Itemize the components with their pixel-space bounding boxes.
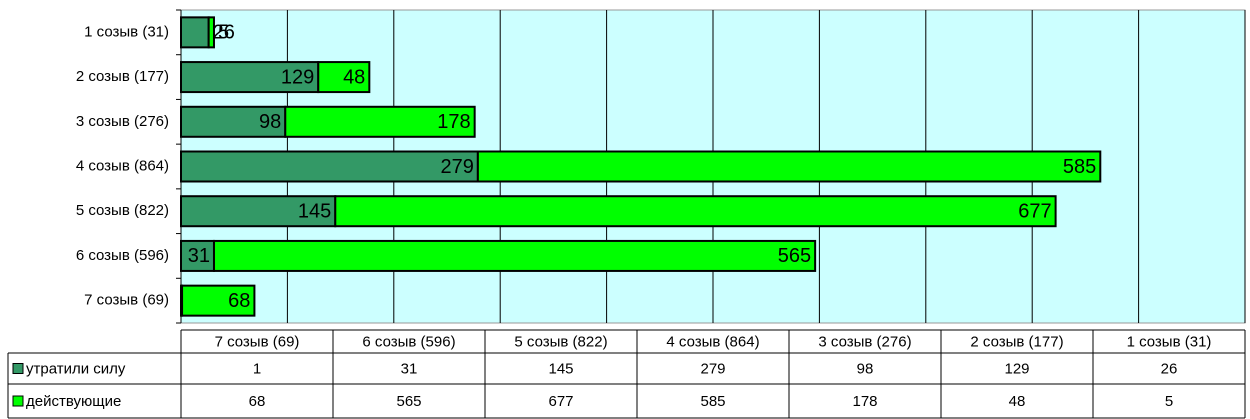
bar-segment	[284, 105, 476, 138]
bar-segment	[207, 16, 215, 49]
category-label: 5 созыв (822)	[76, 202, 169, 219]
bar-segment	[180, 195, 337, 228]
table-cell: 585	[700, 393, 725, 410]
bar-segment	[180, 61, 320, 94]
category-label: 2 созыв (177)	[76, 68, 169, 85]
table-header: 6 созыв (596)	[362, 333, 455, 350]
data-label: 585	[1063, 156, 1096, 178]
table-header: 2 созыв (177)	[970, 333, 1063, 350]
table-cell: 129	[1004, 360, 1029, 377]
table-header: 7 созыв (69)	[215, 333, 300, 350]
data-label: 145	[298, 200, 331, 222]
table-cell: 145	[548, 360, 573, 377]
data-label: 98	[259, 111, 281, 133]
data-label: 68	[228, 290, 250, 312]
bar-segment	[212, 239, 817, 272]
table-cell: 68	[249, 393, 266, 410]
data-label: 279	[440, 156, 473, 178]
category-label: 6 созыв (596)	[76, 247, 169, 264]
category-label: 3 созыв (276)	[76, 113, 169, 130]
bar-segment	[334, 195, 1057, 228]
table-cell: 1	[253, 360, 261, 377]
legend-label: утратили силу	[26, 360, 126, 377]
bar-segment	[180, 150, 479, 183]
table-cell: 5	[1165, 393, 1173, 410]
table-header: 4 созыв (864)	[666, 333, 759, 350]
table-cell: 31	[401, 360, 418, 377]
data-label: 565	[778, 245, 811, 267]
table-cell: 48	[1009, 393, 1026, 410]
category-label: 7 созыв (69)	[84, 292, 169, 309]
table-cell: 26	[1161, 360, 1178, 377]
category-label: 4 созыв (864)	[76, 157, 169, 174]
table-cell: 565	[396, 393, 421, 410]
legend-swatch	[12, 395, 24, 407]
table-header: 1 созыв (31)	[1127, 333, 1212, 350]
legend-label: действующие	[26, 393, 121, 410]
bar-segment	[317, 61, 371, 94]
bar-segment	[180, 239, 215, 272]
table-cell: 178	[852, 393, 877, 410]
category-label: 1 созыв (31)	[84, 23, 169, 40]
data-label: 26	[213, 22, 235, 44]
bar-segment	[180, 16, 210, 49]
data-label: 677	[1018, 200, 1051, 222]
data-label: 129	[281, 66, 314, 88]
data-label: 5	[218, 22, 229, 44]
table-header: 3 созыв (276)	[818, 333, 911, 350]
data-label: 48	[343, 66, 365, 88]
table-cell: 677	[548, 393, 573, 410]
data-label: 178	[437, 111, 470, 133]
table-cell: 279	[700, 360, 725, 377]
data-label: 31	[188, 245, 210, 267]
table-cell: 98	[857, 360, 874, 377]
bar-segment	[181, 284, 256, 317]
table-header: 5 созыв (822)	[514, 333, 607, 350]
bar-segment	[476, 150, 1102, 183]
legend-swatch	[12, 363, 24, 374]
